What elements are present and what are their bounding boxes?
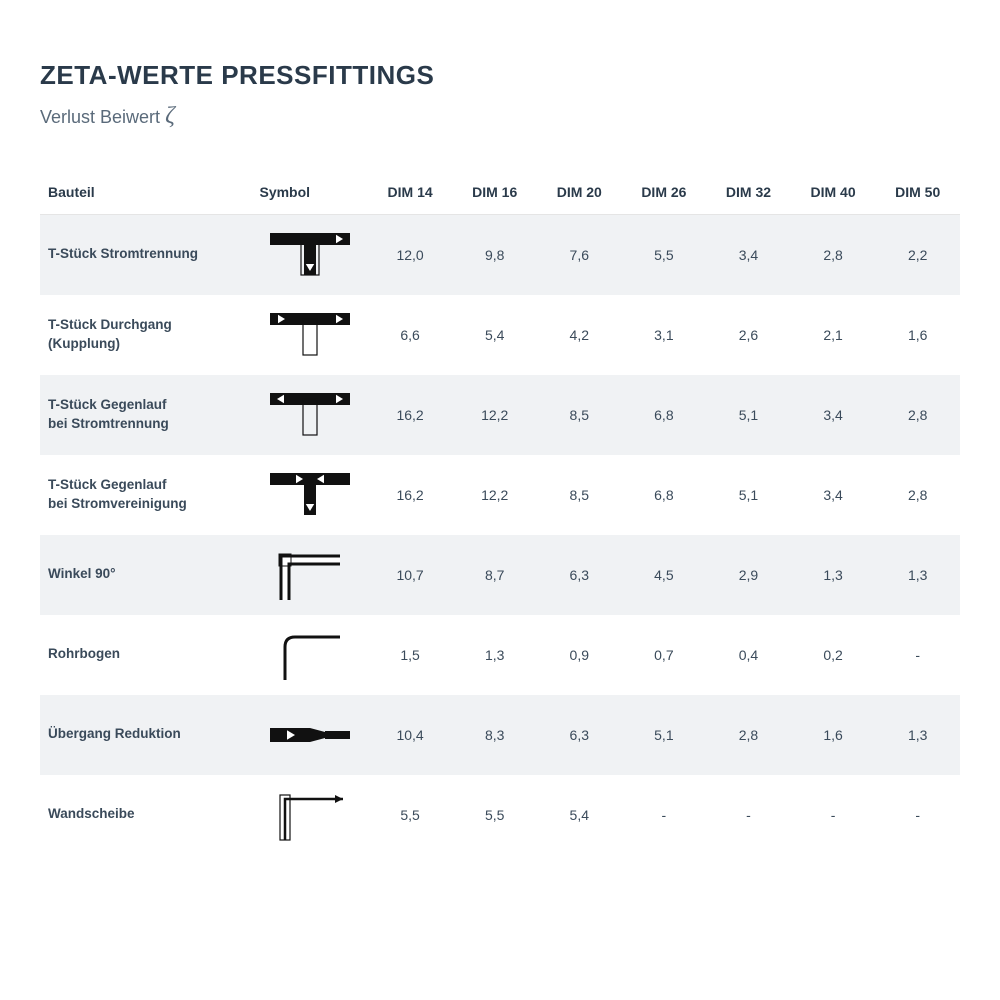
zeta-table: Bauteil Symbol DIM 14 DIM 16 DIM 20 DIM … — [40, 170, 960, 855]
col-dim50: DIM 50 — [875, 170, 960, 215]
cell-value: 3,4 — [791, 375, 876, 455]
table-row: T-Stück Stromtrennung 12,09,87,65,53,42,8… — [40, 215, 960, 295]
header-row: Bauteil Symbol DIM 14 DIM 16 DIM 20 DIM … — [40, 170, 960, 215]
cell-value: 5,1 — [706, 375, 791, 455]
cell-value: 5,5 — [368, 775, 453, 855]
page-title: ZETA-WERTE PRESSFITTINGS — [40, 60, 960, 91]
cell-value: 1,3 — [875, 695, 960, 775]
cell-value: 5,1 — [706, 455, 791, 535]
cell-value: 2,8 — [791, 215, 876, 295]
row-label: Übergang Reduktion — [40, 695, 251, 775]
cell-value: 4,2 — [537, 295, 622, 375]
cell-value: 12,2 — [452, 375, 537, 455]
reduction-icon — [251, 695, 367, 775]
cell-value: 8,5 — [537, 375, 622, 455]
cell-value: 9,8 — [452, 215, 537, 295]
col-dim20: DIM 20 — [537, 170, 622, 215]
table-row: Winkel 90°10,78,76,34,52,91,31,3 — [40, 535, 960, 615]
table-row: Wandscheibe5,55,55,4---- — [40, 775, 960, 855]
cell-value: 5,1 — [622, 695, 707, 775]
cell-value: 2,8 — [706, 695, 791, 775]
col-dim16: DIM 16 — [452, 170, 537, 215]
bend-icon — [251, 615, 367, 695]
col-bauteil: Bauteil — [40, 170, 251, 215]
cell-value: 16,2 — [368, 455, 453, 535]
cell-value: 6,3 — [537, 695, 622, 775]
cell-value: 5,5 — [452, 775, 537, 855]
cell-value: 3,1 — [622, 295, 707, 375]
cell-value: 1,3 — [875, 535, 960, 615]
cell-value: 3,4 — [791, 455, 876, 535]
row-label: T-Stück Gegenlaufbei Stromtrennung — [40, 375, 251, 455]
row-label: T-Stück Durchgang (Kupplung) — [40, 295, 251, 375]
row-label: T-Stück Stromtrennung — [40, 215, 251, 295]
cell-value: 5,4 — [452, 295, 537, 375]
cell-value: 6,8 — [622, 375, 707, 455]
cell-value: 5,4 — [537, 775, 622, 855]
cell-value: 2,2 — [875, 215, 960, 295]
table-row: Übergang Reduktion 10,48,36,35,12,81,61,3 — [40, 695, 960, 775]
table-row: Rohrbogen 1,51,30,90,70,40,2- — [40, 615, 960, 695]
table-row: T-Stück Gegenlaufbei Stromvereinigung 16,… — [40, 455, 960, 535]
zeta-symbol: ζ — [165, 103, 175, 129]
cell-value: 6,8 — [622, 455, 707, 535]
row-label: Wandscheibe — [40, 775, 251, 855]
col-dim26: DIM 26 — [622, 170, 707, 215]
subtitle-prefix: Verlust Beiwert — [40, 107, 165, 127]
cell-value: 12,0 — [368, 215, 453, 295]
col-dim40: DIM 40 — [791, 170, 876, 215]
cell-value: - — [706, 775, 791, 855]
row-label: Winkel 90° — [40, 535, 251, 615]
cell-value: 1,3 — [791, 535, 876, 615]
cell-value: 10,7 — [368, 535, 453, 615]
cell-value: - — [875, 775, 960, 855]
cell-value: 8,5 — [537, 455, 622, 535]
cell-value: 12,2 — [452, 455, 537, 535]
cell-value: 1,5 — [368, 615, 453, 695]
subtitle: Verlust Beiwert ζ — [40, 103, 960, 130]
cell-value: 8,3 — [452, 695, 537, 775]
cell-value: 0,7 — [622, 615, 707, 695]
tee-counter-join-icon — [251, 455, 367, 535]
cell-value: 16,2 — [368, 375, 453, 455]
col-symbol: Symbol — [251, 170, 367, 215]
cell-value: 1,3 — [452, 615, 537, 695]
cell-value: 0,4 — [706, 615, 791, 695]
tee-through-icon — [251, 295, 367, 375]
cell-value: 8,7 — [452, 535, 537, 615]
tee-counter-split-icon — [251, 375, 367, 455]
cell-value: - — [875, 615, 960, 695]
cell-value: - — [622, 775, 707, 855]
cell-value: 3,4 — [706, 215, 791, 295]
cell-value: 6,3 — [537, 535, 622, 615]
cell-value: 1,6 — [791, 695, 876, 775]
tee-down-split-icon — [251, 215, 367, 295]
table-row: T-Stück Durchgang (Kupplung) 6,65,44,23,1… — [40, 295, 960, 375]
cell-value: 7,6 — [537, 215, 622, 295]
cell-value: 5,5 — [622, 215, 707, 295]
cell-value: 2,1 — [791, 295, 876, 375]
cell-value: 6,6 — [368, 295, 453, 375]
row-label: T-Stück Gegenlaufbei Stromvereinigung — [40, 455, 251, 535]
col-dim32: DIM 32 — [706, 170, 791, 215]
cell-value: 4,5 — [622, 535, 707, 615]
col-dim14: DIM 14 — [368, 170, 453, 215]
elbow-90-icon — [251, 535, 367, 615]
cell-value: 1,6 — [875, 295, 960, 375]
cell-value: 2,8 — [875, 375, 960, 455]
row-label: Rohrbogen — [40, 615, 251, 695]
cell-value: 10,4 — [368, 695, 453, 775]
cell-value: 0,2 — [791, 615, 876, 695]
cell-value: 0,9 — [537, 615, 622, 695]
wall-plate-icon — [251, 775, 367, 855]
cell-value: - — [791, 775, 876, 855]
cell-value: 2,6 — [706, 295, 791, 375]
cell-value: 2,8 — [875, 455, 960, 535]
cell-value: 2,9 — [706, 535, 791, 615]
table-row: T-Stück Gegenlaufbei Stromtrennung 16,212… — [40, 375, 960, 455]
